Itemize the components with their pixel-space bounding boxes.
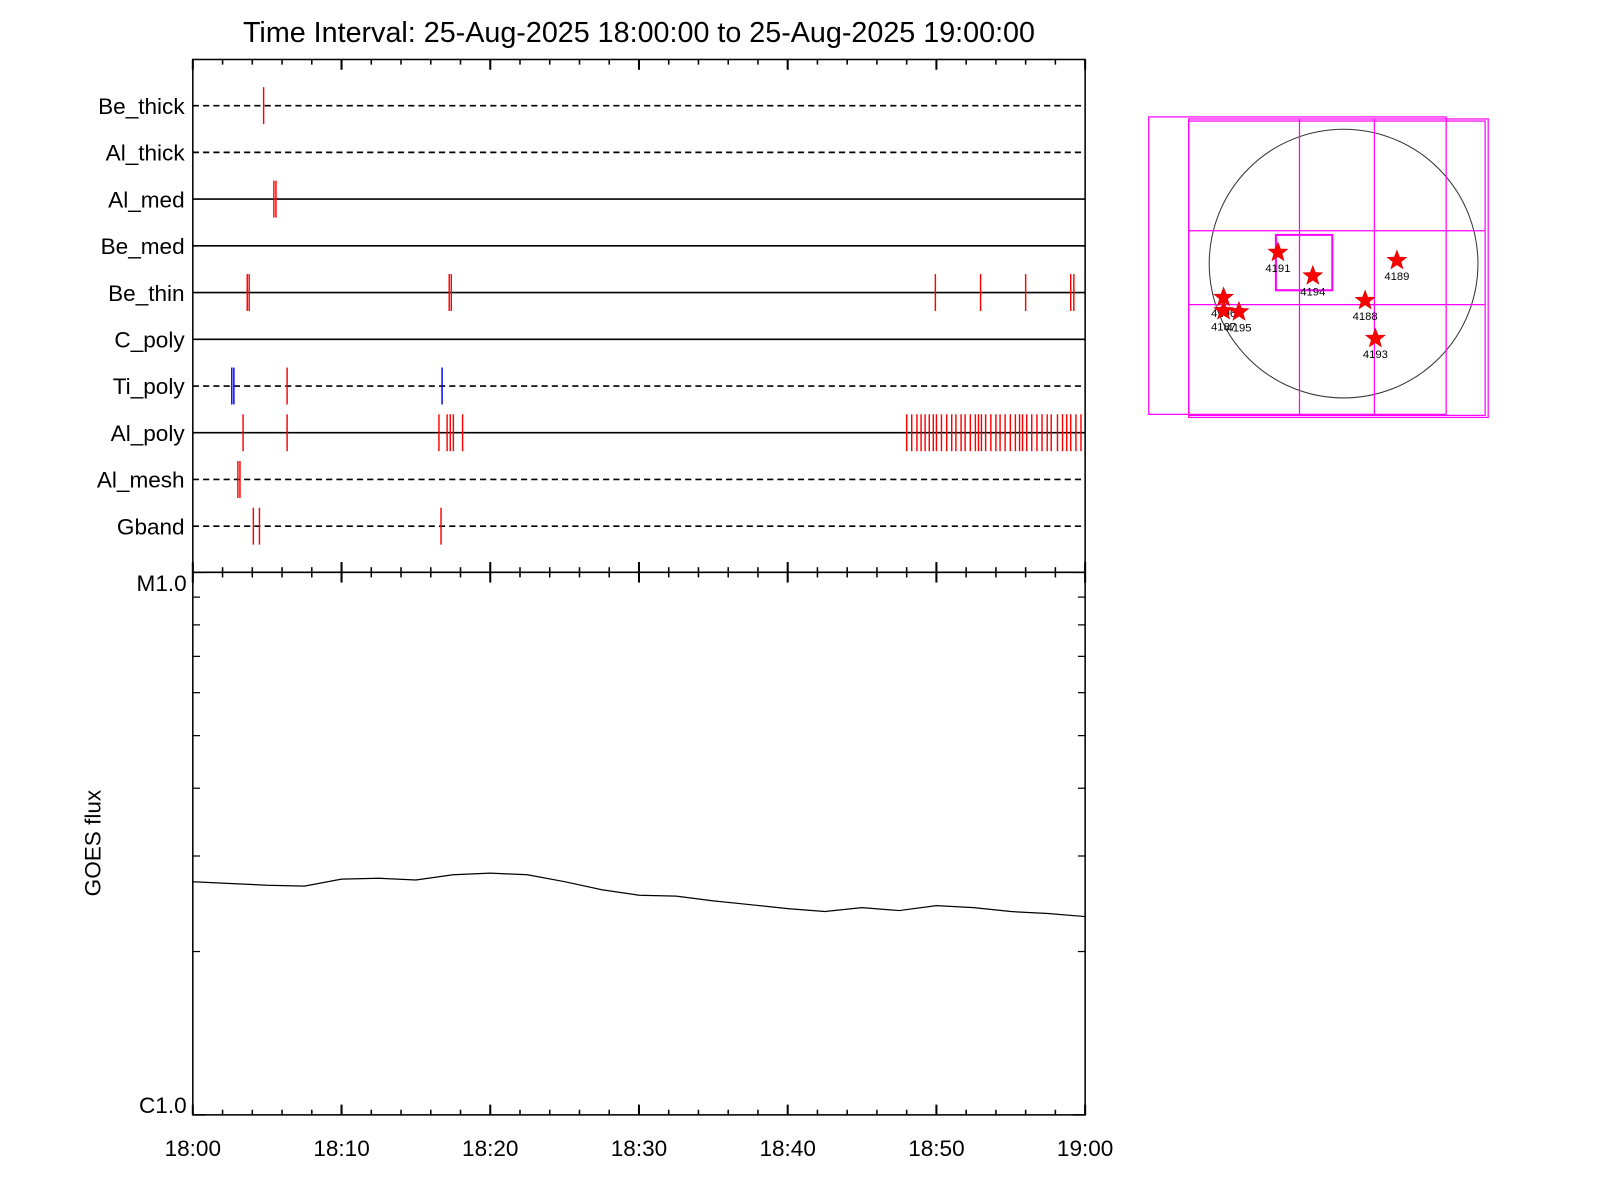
x-tick-label: 18:10	[313, 1136, 369, 1161]
region-label: 4193	[1363, 349, 1388, 361]
goes-curve	[192, 872, 1086, 918]
region-star	[1213, 299, 1235, 320]
x-tick-label: 18:30	[611, 1136, 667, 1161]
region-label: 4188	[1353, 311, 1378, 323]
region-star	[1267, 241, 1289, 262]
row-label: Al_med	[108, 187, 184, 212]
row-label: Be_thick	[98, 94, 185, 119]
row-label: Be_thin	[108, 281, 184, 306]
row-label: Be_med	[101, 234, 185, 259]
region-star	[1386, 249, 1408, 270]
y-tick-label: M1.0	[137, 571, 187, 596]
row-label: Ti_poly	[113, 374, 186, 399]
fov-box	[1188, 120, 1486, 416]
region-star	[1302, 264, 1324, 285]
region-label: 4194	[1300, 286, 1325, 298]
region-label: 4189	[1384, 271, 1409, 283]
row-label: C_poly	[114, 327, 185, 352]
fov-box	[1188, 118, 1489, 419]
fov-box	[1274, 233, 1334, 292]
sun-map: 41914194418941884193419641874195	[1148, 116, 1489, 419]
row-label: Al_thick	[106, 141, 186, 166]
solar-disk	[1208, 128, 1479, 399]
region-star	[1364, 327, 1386, 348]
region-star	[1228, 300, 1250, 321]
region-label: 4191	[1265, 263, 1290, 275]
region-star	[1354, 289, 1376, 310]
chart-title: Time Interval: 25-Aug-2025 18:00:00 to 2…	[243, 17, 1035, 49]
y-tick-label: C1.0	[139, 1093, 187, 1118]
timeline-frame	[192, 58, 1086, 574]
fov-box	[1148, 116, 1447, 415]
x-tick-label: 18:40	[759, 1136, 815, 1161]
x-tick-label: 18:20	[462, 1136, 518, 1161]
region-label: 4187	[1211, 321, 1236, 333]
row-label: Gband	[117, 514, 185, 539]
row-label: Al_poly	[111, 421, 186, 446]
region-label: 4195	[1226, 322, 1251, 334]
y-axis-label: GOES flux	[81, 789, 106, 896]
x-tick-label: 18:00	[165, 1136, 221, 1161]
goes-frame	[192, 571, 1086, 1116]
x-tick-label: 18:50	[908, 1136, 964, 1161]
x-tick-label: 19:00	[1057, 1136, 1113, 1161]
fov-boxes	[1148, 116, 1489, 419]
row-label: Al_mesh	[97, 468, 185, 493]
